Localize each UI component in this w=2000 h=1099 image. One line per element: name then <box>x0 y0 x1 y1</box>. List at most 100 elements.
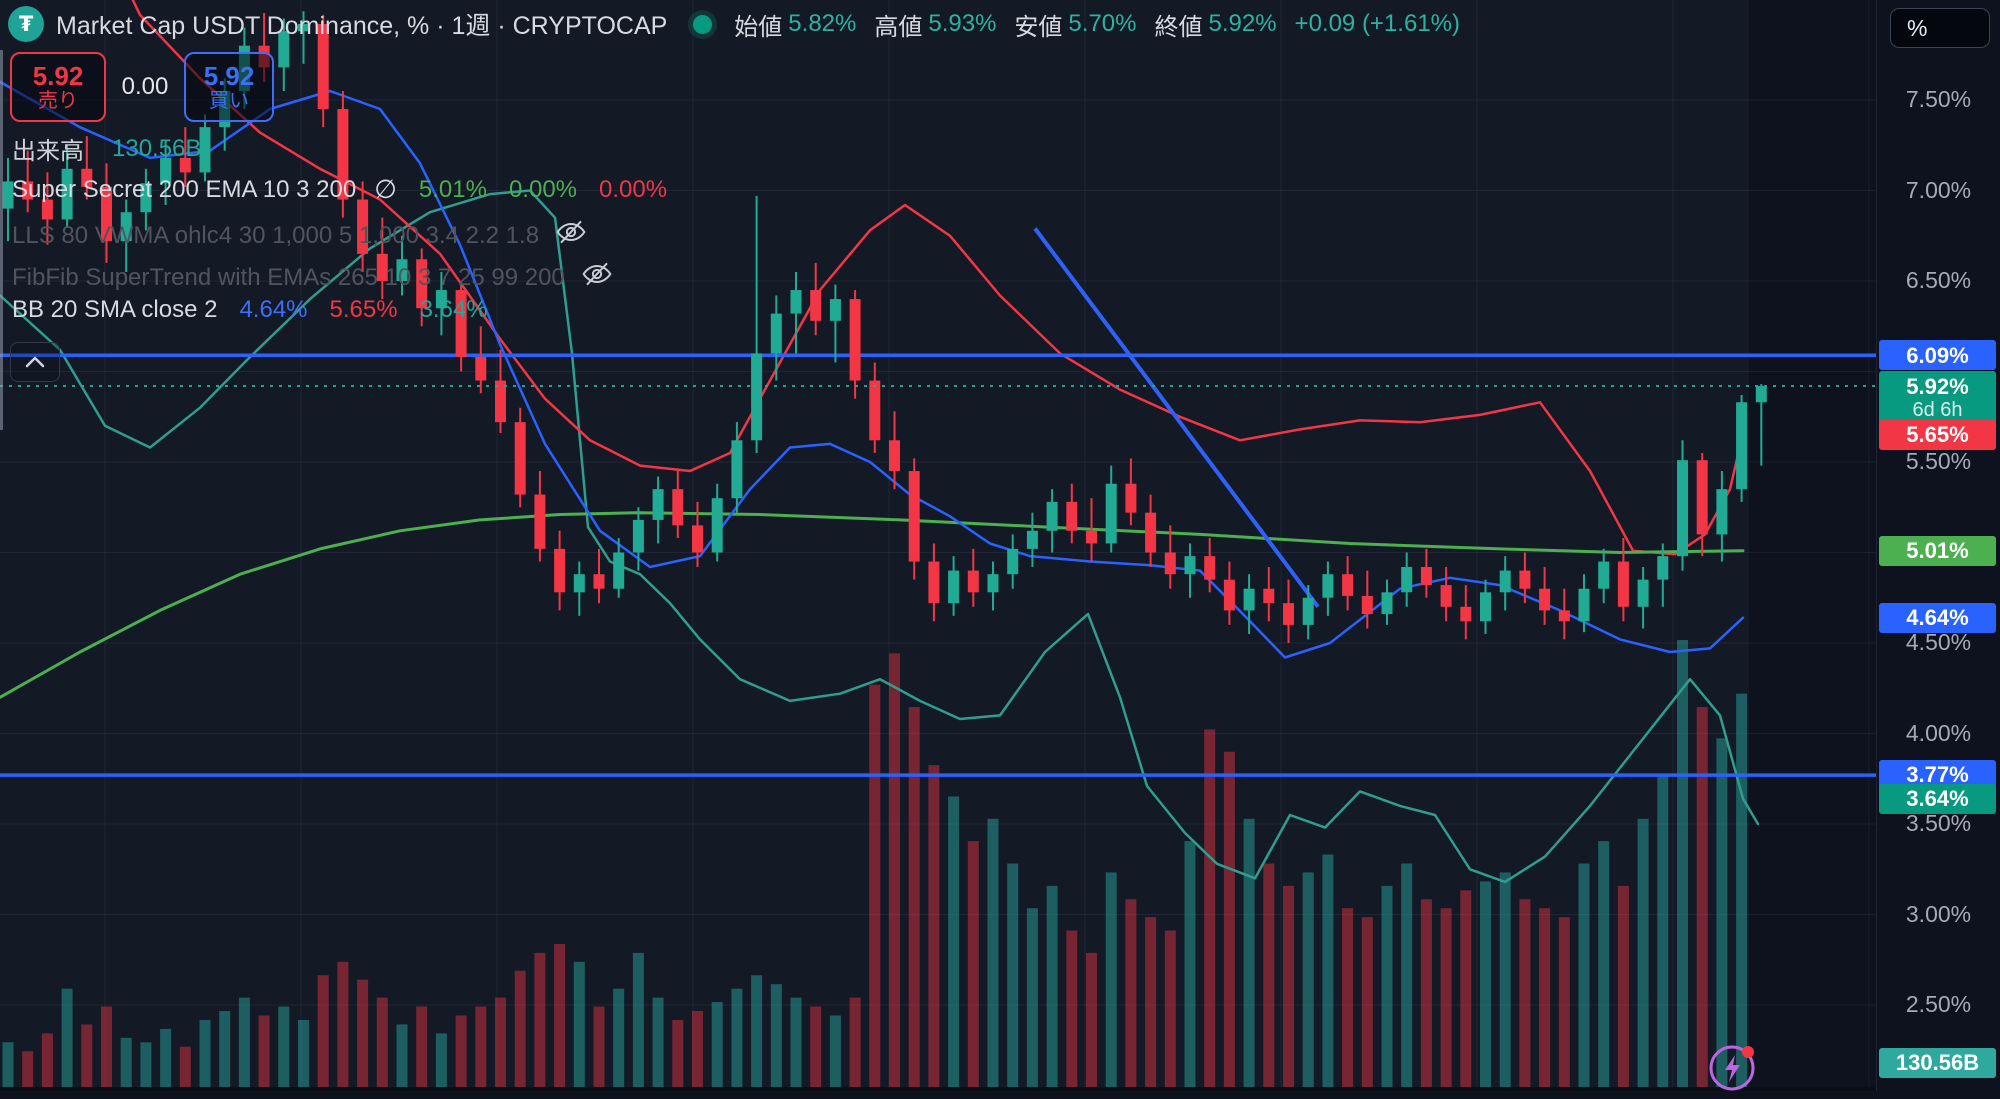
volume-bar <box>1539 908 1551 1087</box>
volume-bar <box>160 1028 172 1087</box>
candle-body <box>1440 585 1452 607</box>
average-icon: ∅ <box>374 174 397 204</box>
volume-bar <box>1716 738 1728 1087</box>
candle-body <box>829 299 841 321</box>
candle-body <box>81 168 93 187</box>
volume-bar <box>928 765 940 1087</box>
price-badge-5.65%: 5.65% <box>1879 419 1996 450</box>
volume-bar <box>1243 818 1255 1087</box>
candle-body <box>2 181 14 209</box>
close-value: 5.92% <box>1208 10 1277 37</box>
indicator-row-super-secret[interactable]: Super Secret 200 EMA 10 3 200 ∅ 5.01% 0.… <box>12 174 667 205</box>
axis-label-3.50%: 3.50% <box>1905 810 1972 836</box>
volume-bar <box>1066 930 1078 1087</box>
bb-basis-line[interactable] <box>0 80 1745 659</box>
volume-bar <box>613 988 625 1087</box>
volume-bar <box>632 952 644 1087</box>
symbol-title[interactable]: Market Cap USDT Dominance, % · 1週 · CRYP… <box>56 12 668 40</box>
volume-bars <box>2 640 1748 1087</box>
volume-bar <box>1696 707 1708 1087</box>
sell-button[interactable]: 5.92 売り <box>10 52 106 122</box>
volume-bar <box>357 979 369 1087</box>
candle-body <box>514 422 526 495</box>
candle-body <box>1046 501 1058 531</box>
candle-body <box>1125 483 1137 513</box>
lightning-button[interactable] <box>1706 1040 1760 1094</box>
candle-body <box>967 570 979 593</box>
volume-bar <box>396 1024 408 1087</box>
candle-body <box>1105 483 1117 544</box>
volume-bar <box>692 1011 703 1087</box>
indicator-row-lls[interactable]: LLS 80 VWMA ohlc4 30 1,000 5 1,000 3.4 2… <box>12 216 587 255</box>
volume-bar <box>1322 854 1334 1087</box>
volume-bar <box>849 997 861 1087</box>
candle-body <box>1519 570 1531 589</box>
volume-bar <box>376 997 388 1087</box>
axis-unit-button[interactable]: % <box>1890 8 1990 48</box>
volume-value: 130.56B <box>112 134 202 162</box>
candle-body <box>455 290 467 358</box>
indicator-row-bb[interactable]: BB 20 SMA close 2 4.64% 5.65% 3.64% <box>12 296 488 324</box>
volume-bar <box>593 1006 605 1087</box>
candle-body <box>1223 579 1235 611</box>
candle-body <box>908 471 920 562</box>
candle-body <box>770 313 782 354</box>
indicator-value: 5.65% <box>329 296 398 323</box>
change-value: +0.09 (+1.61%) <box>1294 10 1460 37</box>
chart-header: ₮ Market Cap USDT Dominance, % · 1週 · CR… <box>8 6 1460 42</box>
volume-bar <box>1184 841 1196 1087</box>
candle-body <box>1066 501 1078 531</box>
volume-bar <box>1145 917 1157 1087</box>
indicator-value: 5.01% <box>418 175 487 203</box>
bb-upper-line[interactable] <box>120 0 1745 556</box>
candle-body <box>1184 556 1196 575</box>
chevron-up-icon <box>25 356 45 368</box>
candle-body <box>101 186 112 242</box>
volume-bar <box>199 1019 211 1087</box>
open-value: 5.82% <box>788 10 857 37</box>
candle-body <box>278 31 290 68</box>
candle-body <box>1145 512 1157 553</box>
volume-bar <box>810 1006 822 1087</box>
trendline[interactable] <box>1033 227 1320 608</box>
left-scale-strip[interactable] <box>0 50 3 430</box>
collapse-legend-button[interactable] <box>10 342 60 382</box>
eye-off-icon[interactable] <box>555 216 587 255</box>
volume-bar <box>1519 899 1531 1087</box>
volume-bar <box>1302 872 1314 1087</box>
axis-label-7.50%: 7.50% <box>1905 86 1972 112</box>
candle-body <box>475 357 487 381</box>
volume-legend-row[interactable]: 出来高 130.56B <box>12 131 201 166</box>
bb-lower-line[interactable] <box>0 189 1760 884</box>
candle-body <box>140 183 152 213</box>
indicator-row-fibfib[interactable]: FibFib SuperTrend with EMAs 265 10 3 7 2… <box>12 258 613 297</box>
usdt-logo-icon: ₮ <box>8 6 44 42</box>
candle-body <box>1283 603 1294 625</box>
ema-line[interactable] <box>0 511 1745 699</box>
volume-bar <box>1086 952 1097 1087</box>
price-badge-6.09%: 6.09% <box>1879 340 1996 371</box>
volume-bar <box>416 1006 428 1087</box>
volume-bar <box>455 1015 467 1087</box>
candle-body <box>1696 460 1708 535</box>
volume-bar <box>1736 693 1748 1087</box>
candle-body <box>298 23 309 32</box>
time-axis-strip[interactable] <box>0 1087 2000 1091</box>
candle-body <box>1401 566 1413 593</box>
eye-off-icon[interactable] <box>581 258 613 297</box>
candle-body <box>613 552 625 589</box>
price-axis[interactable]: 7.50% 7.00% 6.50% 5.50% 4.50% 4.00% 3.50% 3.00%… <box>1876 0 2000 1091</box>
candles <box>2 11 1767 643</box>
bolt-circle <box>1709 1045 1755 1091</box>
volume-bar <box>1499 872 1511 1087</box>
volume-bar <box>1283 885 1294 1087</box>
market-status-icon[interactable] <box>693 14 713 34</box>
volume-bar <box>1342 908 1354 1087</box>
volume-bar <box>829 1015 841 1087</box>
volume-bar <box>337 961 349 1087</box>
buy-button[interactable]: 5.92 買い <box>184 52 274 122</box>
volume-bar <box>22 1051 34 1087</box>
volume-bar <box>1677 640 1688 1087</box>
axis-label-2.50%: 2.50% <box>1905 991 1972 1017</box>
